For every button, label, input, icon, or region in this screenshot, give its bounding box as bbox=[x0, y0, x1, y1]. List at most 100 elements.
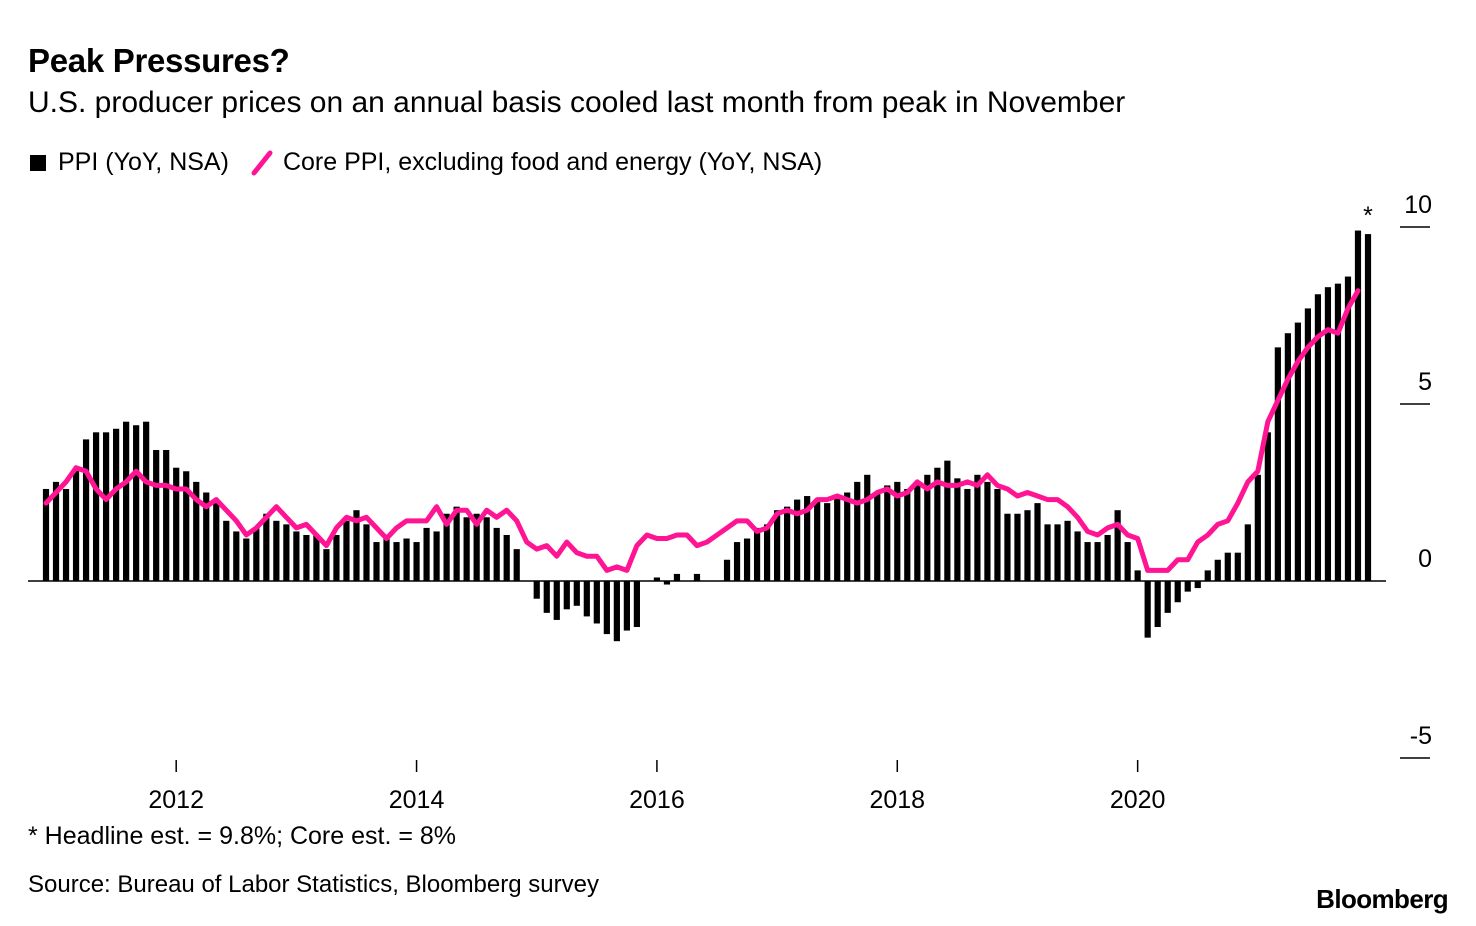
ppi-bar bbox=[72, 467, 80, 581]
ppi-bar bbox=[1214, 559, 1221, 581]
bloomberg-logo: Bloomberg bbox=[1316, 884, 1448, 914]
ppi-bar bbox=[794, 499, 801, 581]
ppi-bar bbox=[814, 499, 821, 581]
ppi-bar bbox=[233, 531, 240, 581]
ppi-bar bbox=[513, 549, 520, 581]
legend-label-core-ppi: Core PPI, excluding food and energy (YoY… bbox=[282, 148, 823, 176]
ppi-bar bbox=[413, 542, 420, 581]
ppi-bar bbox=[743, 538, 751, 581]
y-tick-label: -5 bbox=[1410, 722, 1432, 750]
ppi-bar bbox=[1234, 552, 1241, 581]
ppi-bar bbox=[1344, 276, 1352, 581]
legend: PPI (YoY, NSA) Core PPI, excluding food … bbox=[30, 148, 822, 177]
ppi-bar bbox=[263, 513, 270, 581]
x-tick-label: 2018 bbox=[869, 786, 925, 814]
ppi-bar bbox=[1184, 581, 1191, 592]
ppi-bar bbox=[223, 520, 230, 581]
ppi-bar bbox=[984, 481, 991, 581]
ppi-bar bbox=[553, 581, 560, 620]
ppi-bar bbox=[153, 450, 160, 581]
ppi-bar bbox=[423, 527, 430, 581]
ppi-bar bbox=[1034, 503, 1041, 581]
y-tick-label: 5 bbox=[1418, 368, 1432, 396]
x-tick-label: 2014 bbox=[389, 786, 445, 814]
ppi-bar bbox=[1054, 524, 1061, 581]
ppi-bar bbox=[774, 510, 781, 581]
ppi-bar bbox=[593, 581, 600, 624]
y-tick-label: 10 bbox=[1404, 191, 1432, 219]
ppi-bar bbox=[353, 510, 360, 581]
ppi-bar bbox=[904, 488, 911, 581]
ppi-bar bbox=[954, 478, 961, 581]
ppi-bar bbox=[1144, 581, 1151, 638]
ppi-bar bbox=[784, 506, 791, 581]
ppi-bar bbox=[333, 534, 340, 581]
ppi-bar bbox=[193, 481, 200, 581]
ppi-bar bbox=[733, 542, 741, 581]
ppi-bar bbox=[383, 538, 390, 581]
ppi-bar bbox=[243, 538, 250, 581]
ppi-bar bbox=[393, 542, 400, 581]
ppi-bar bbox=[653, 577, 661, 581]
ppi-bar bbox=[1204, 570, 1211, 581]
chart-subtitle: U.S. producer prices on an annual basis … bbox=[28, 86, 1126, 119]
ppi-bar bbox=[583, 581, 590, 617]
ppi-bar bbox=[102, 432, 110, 581]
ppi-bar bbox=[854, 481, 861, 581]
ppi-bar bbox=[1334, 283, 1342, 581]
y-axis: 10 5 0 -5 bbox=[1400, 191, 1432, 759]
ppi-bar bbox=[874, 492, 881, 581]
ppi-bar bbox=[143, 421, 150, 581]
ppi-bar bbox=[834, 496, 841, 581]
estimate-marker: * bbox=[1363, 202, 1373, 230]
core-ppi-line bbox=[43, 288, 1361, 573]
ppi-bar bbox=[1224, 552, 1231, 581]
ppi-bar bbox=[133, 425, 140, 581]
ppi-bar bbox=[603, 581, 610, 635]
ppi-bar bbox=[183, 471, 190, 581]
ppi-bar bbox=[1074, 531, 1081, 581]
ppi-bar bbox=[1264, 432, 1271, 581]
ppi-bar bbox=[844, 492, 851, 581]
ppi-bar bbox=[303, 534, 310, 581]
ppi-bar bbox=[1364, 234, 1372, 581]
legend-bar-swatch bbox=[30, 154, 46, 171]
ppi-bar bbox=[493, 527, 500, 581]
ppi-bar bbox=[613, 581, 620, 642]
ppi-bar bbox=[804, 496, 811, 581]
ppi-bar bbox=[483, 517, 490, 581]
ppi-bar bbox=[42, 488, 50, 581]
footnote: * Headline est. = 9.8%; Core est. = 8% bbox=[28, 822, 457, 850]
ppi-bar bbox=[763, 524, 771, 581]
ppi-bar bbox=[1354, 230, 1362, 582]
ppi-bar bbox=[1244, 524, 1251, 581]
ppi-bar bbox=[1084, 542, 1091, 581]
ppi-bar bbox=[62, 488, 70, 581]
ppi-bar bbox=[753, 527, 761, 581]
ppi-bar bbox=[623, 581, 630, 631]
ppi-bar bbox=[273, 520, 280, 581]
ppi-bar bbox=[1254, 474, 1261, 581]
ppi-bar bbox=[343, 520, 350, 581]
ppi-bar bbox=[283, 524, 290, 581]
x-tick-label: 2020 bbox=[1110, 786, 1166, 814]
ppi-bar bbox=[52, 481, 60, 581]
ppi-bars bbox=[42, 230, 1372, 642]
ppi-bar bbox=[1004, 513, 1011, 581]
ppi-bar bbox=[573, 581, 580, 606]
ppi-bar bbox=[453, 506, 460, 581]
ppi-bar bbox=[1294, 322, 1301, 581]
ppi-bar bbox=[633, 581, 640, 628]
ppi-bar bbox=[1114, 510, 1121, 581]
ppi-bar bbox=[443, 513, 450, 581]
ppi-bar bbox=[1324, 287, 1332, 581]
ppi-bar bbox=[1154, 581, 1161, 628]
ppi-bar bbox=[563, 581, 570, 610]
ppi-bar bbox=[964, 488, 971, 581]
ppi-bar bbox=[1014, 513, 1021, 581]
ppi-bar bbox=[1304, 308, 1312, 581]
ppi-bar bbox=[914, 485, 921, 581]
ppi-bar bbox=[92, 432, 100, 581]
ppi-bar bbox=[1064, 520, 1071, 581]
